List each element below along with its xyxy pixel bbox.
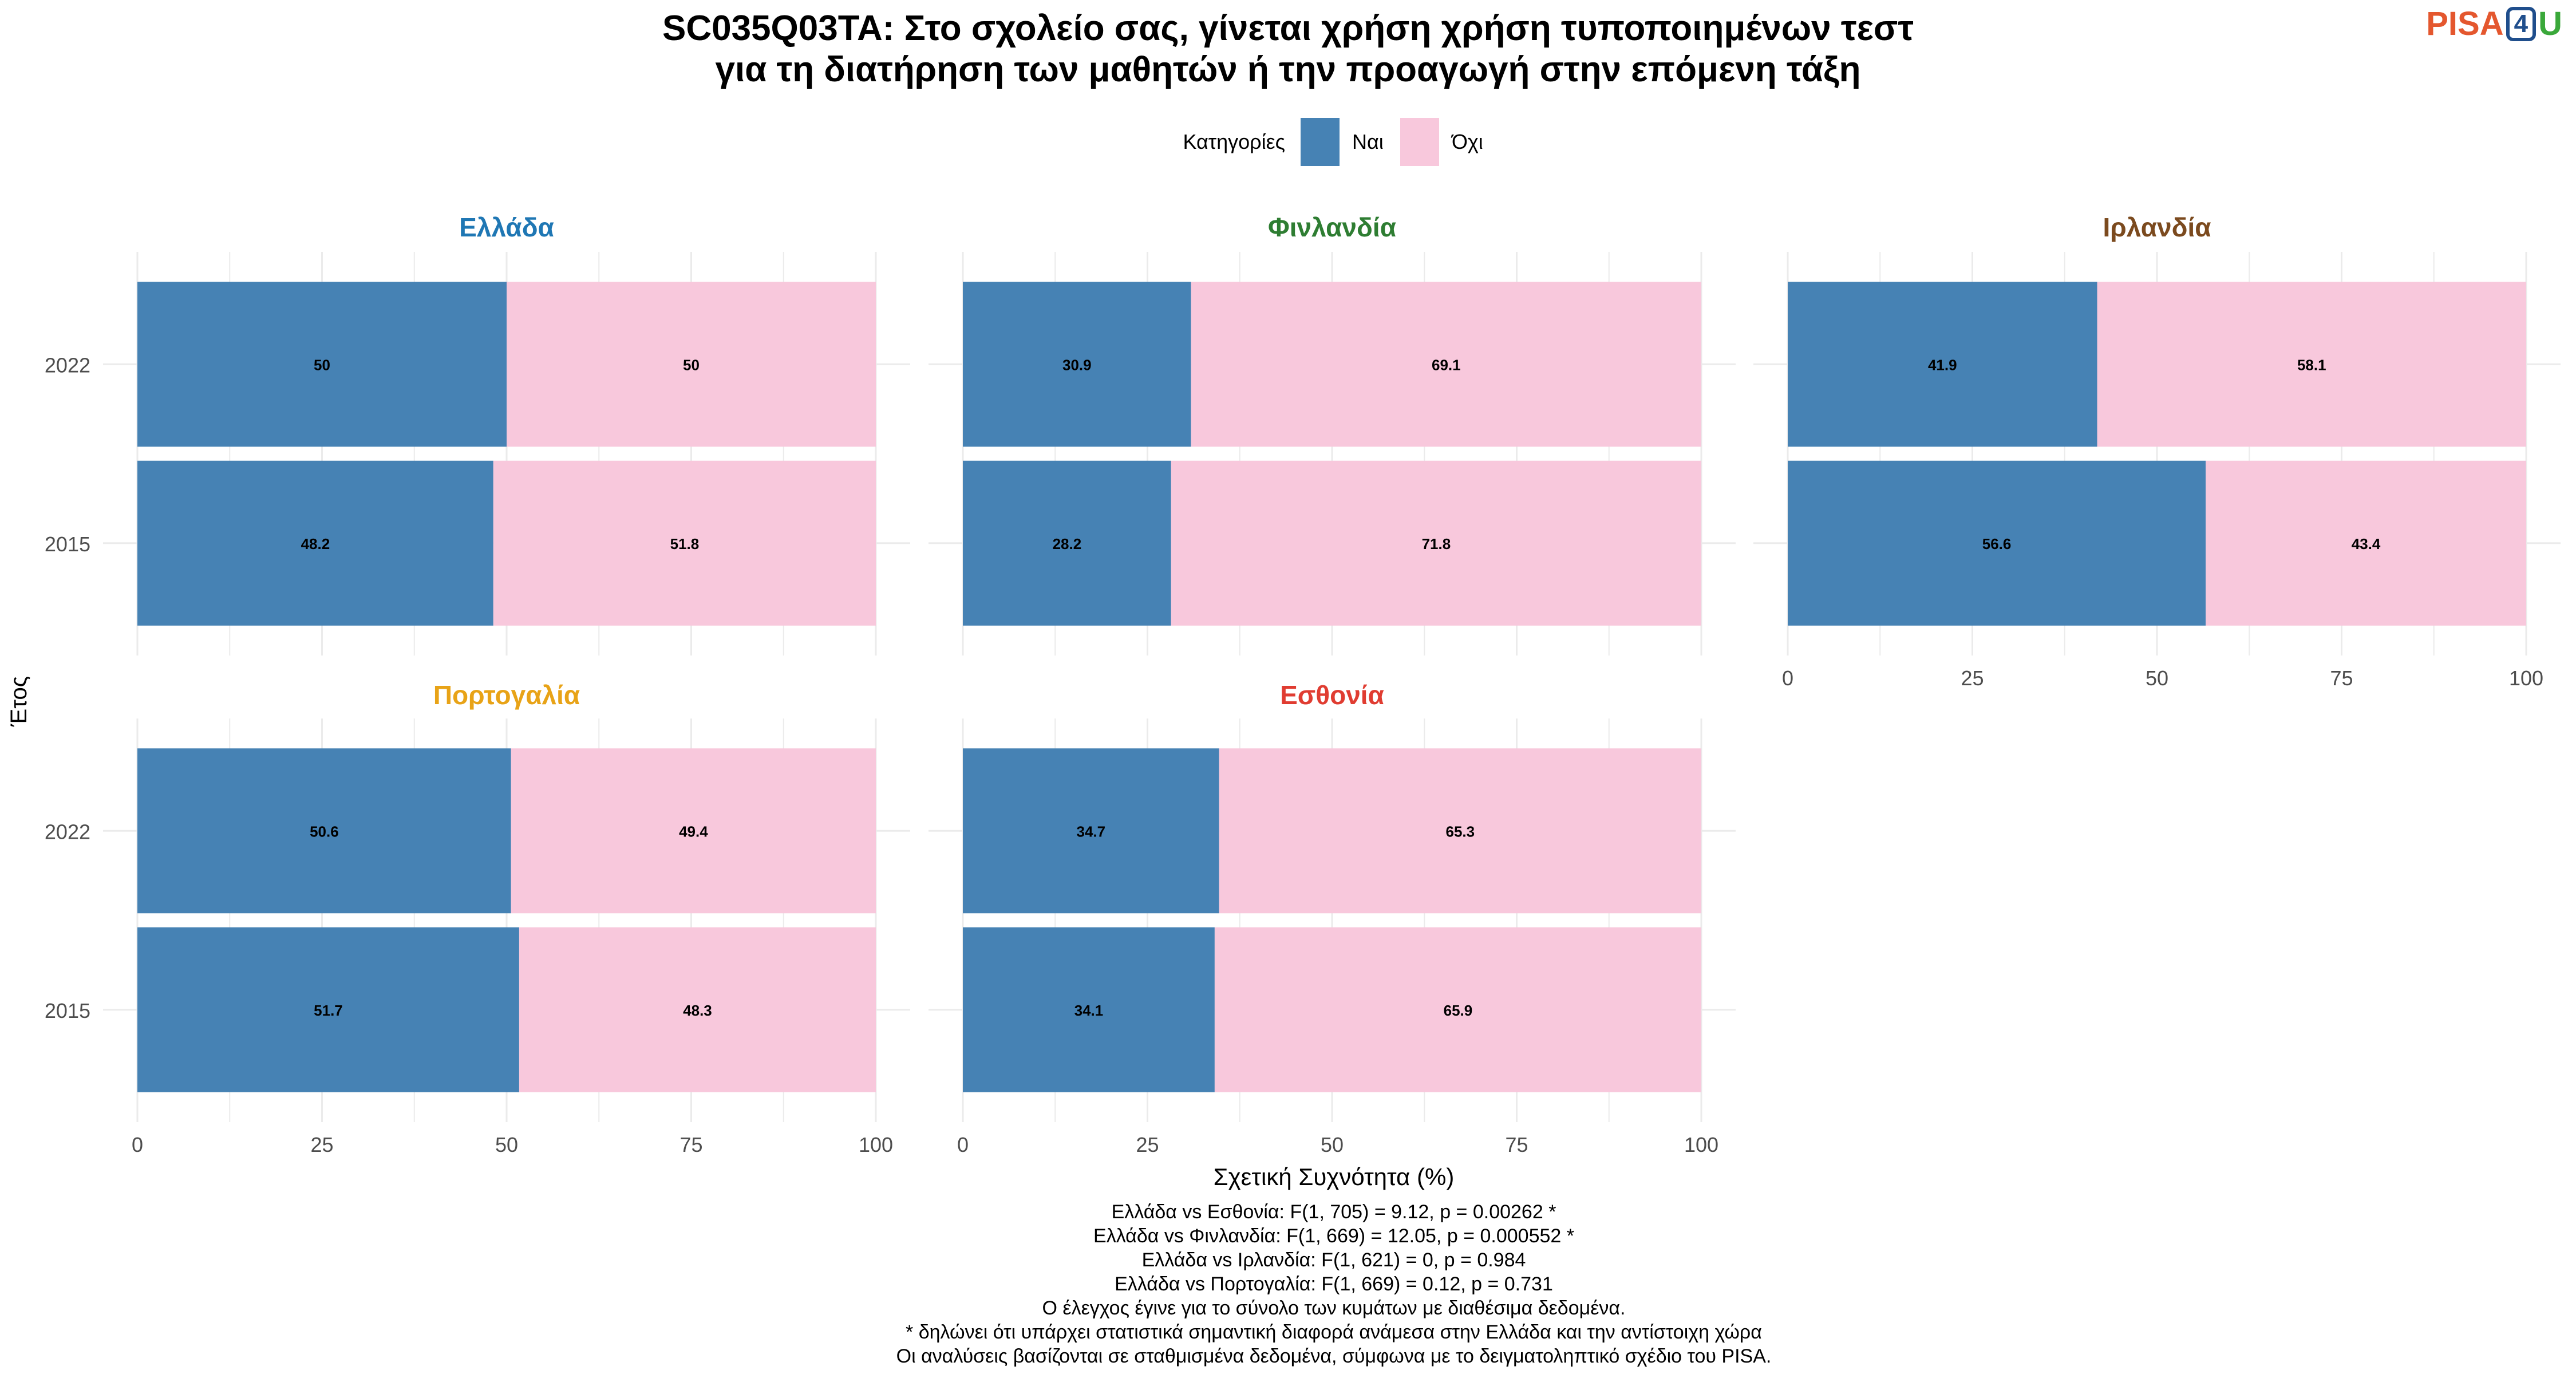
x-tick-label: 50	[2146, 666, 2168, 690]
panel-1: 50 50 2022 48.2 51.8 2015 Ελλάδα	[45, 212, 910, 656]
bar-Ιρλανδία-2015-Όχι	[2206, 460, 2526, 626]
bar-Φινλανδία-2015-Όχι	[1171, 460, 1701, 626]
legend-swatch-nai	[1301, 118, 1340, 166]
legend-swatch-ochi	[1400, 118, 1439, 166]
data-label: 48.2	[301, 535, 330, 552]
bar-Εσθονία-2015-Όχι	[1214, 927, 1701, 1092]
data-label: 34.7	[1077, 823, 1106, 840]
data-label: 71.8	[1422, 535, 1451, 552]
data-label: 48.3	[683, 1002, 712, 1019]
bar-Φινλανδία-2015-Ναι	[963, 460, 1171, 626]
x-tick-label: 25	[1961, 666, 1984, 690]
y-tick-label: 2015	[45, 532, 90, 556]
x-tick-label: 50	[1321, 1133, 1344, 1156]
bar-Πορτογαλία-2022-Ναι	[137, 748, 511, 914]
logo-part-four: 4	[2506, 6, 2537, 41]
bar-Εσθονία-2022-Ναι	[963, 748, 1219, 914]
y-tick-label: 2015	[45, 999, 90, 1022]
footnote-line: Ελλάδα vs Εσθονία: F(1, 705) = 9.12, p =…	[1112, 1201, 1556, 1223]
bar-Ελλάδα-2022-Ναι	[137, 282, 507, 447]
x-tick-label: 100	[859, 1133, 893, 1156]
data-label: 50.6	[310, 823, 339, 840]
bar-Εσθονία-2022-Όχι	[1219, 748, 1701, 914]
data-label: 30.9	[1062, 356, 1092, 373]
data-label: 65.3	[1446, 823, 1475, 840]
x-tick-label: 25	[1136, 1133, 1159, 1156]
bar-Ιρλανδία-2022-Όχι	[2097, 282, 2526, 447]
logo-part-pisa: PISA	[2426, 5, 2504, 42]
footnotes: Ελλάδα vs Εσθονία: F(1, 705) = 9.12, p =…	[896, 1201, 1772, 1367]
bar-Ελλάδα-2015-Όχι	[493, 460, 876, 626]
bar-Πορτογαλία-2015-Ναι	[137, 927, 519, 1092]
panel-title: Εσθονία	[1280, 680, 1384, 710]
data-label: 41.9	[1928, 356, 1957, 373]
x-axis-title: Σχετική Συχνότητα (%)	[1214, 1163, 1455, 1190]
chart-title-line-1: SC035Q03TA: Στο σχολείο σας, γίνεται χρή…	[662, 9, 1914, 48]
panel-title: Ελλάδα	[459, 212, 554, 242]
footnote-line: Ελλάδα vs Φινλανδία: F(1, 669) = 12.05, …	[1093, 1225, 1574, 1247]
data-label: 43.4	[2352, 535, 2381, 552]
x-tick-label: 100	[1684, 1133, 1718, 1156]
x-tick-label: 100	[2509, 666, 2543, 690]
y-axis-title: Έτος	[6, 676, 31, 727]
panel-3: 41.9 58.1 56.6 43.4 Ιρλανδία 0 25 50 75 100	[1753, 212, 2561, 690]
x-tick-label: 50	[495, 1133, 518, 1156]
legend-label-ochi: Όχι	[1451, 130, 1483, 153]
data-label: 56.6	[1982, 535, 2012, 552]
data-label: 49.4	[679, 823, 708, 840]
data-label: 50	[314, 356, 330, 373]
panel-4: 50.6 49.4 2022 51.7 48.3 2015 Πορτογαλία 0 25 50 7…	[45, 680, 910, 1156]
panel-title: Πορτογαλία	[433, 680, 580, 710]
bar-Εσθονία-2015-Ναι	[963, 927, 1215, 1092]
data-label: 58.1	[2297, 356, 2326, 373]
bar-Πορτογαλία-2015-Όχι	[519, 927, 876, 1092]
bar-Φινλανδία-2022-Όχι	[1191, 282, 1701, 447]
legend-title: Κατηγορίες	[1183, 130, 1285, 153]
footnote-line: Οι αναλύσεις βασίζονται σε σταθμισμένα δ…	[896, 1345, 1772, 1367]
bar-Φινλανδία-2022-Ναι	[963, 282, 1191, 447]
legend-label-nai: Ναι	[1352, 130, 1384, 153]
logo-part-u: U	[2538, 5, 2562, 42]
x-tick-label: 0	[1782, 666, 1793, 690]
data-label: 34.1	[1074, 1002, 1104, 1019]
bar-Πορτογαλία-2022-Όχι	[511, 748, 876, 914]
legend: Κατηγορίες Ναι Όχι	[1183, 118, 1483, 166]
pisa4u-logo: PISA 4 U	[2426, 5, 2562, 43]
data-label: 69.1	[1432, 356, 1461, 373]
panel-title: Ιρλανδία	[2103, 212, 2211, 242]
bar-Ελλάδα-2015-Ναι	[137, 460, 493, 626]
y-tick-label: 2022	[45, 820, 90, 843]
x-tick-label: 0	[957, 1133, 969, 1156]
panel-5: 34.7 65.3 34.1 65.9 Εσθονία 0 25 50 75 100	[929, 680, 1736, 1156]
x-tick-label: 25	[310, 1133, 333, 1156]
y-tick-label: 2022	[45, 353, 90, 377]
footnote-line: * δηλώνει ότι υπάρχει στατιστικά σημαντι…	[906, 1321, 1762, 1343]
data-label: 51.7	[314, 1002, 343, 1019]
panel-2: 30.9 69.1 28.2 71.8 Φινλανδία	[929, 212, 1736, 656]
chart-title: SC035Q03TA: Στο σχολείο σας, γίνεται χρή…	[662, 9, 1914, 89]
chart-title-line-2: για τη διατήρηση των μαθητών ή την προαγ…	[715, 50, 1860, 89]
x-tick-label: 75	[2330, 666, 2353, 690]
bar-Ελλάδα-2022-Όχι	[507, 282, 876, 447]
footnote-line: Ελλάδα vs Ιρλανδία: F(1, 621) = 0, p = 0…	[1142, 1249, 1526, 1271]
data-label: 51.8	[670, 535, 700, 552]
bar-Ιρλανδία-2022-Ναι	[1788, 282, 2097, 447]
footnote-line: Ο έλεγχος έγινε για το σύνολο των κυμάτω…	[1042, 1297, 1626, 1319]
data-label: 50	[683, 356, 700, 373]
data-label: 28.2	[1053, 535, 1082, 552]
x-tick-label: 75	[679, 1133, 702, 1156]
x-tick-label: 75	[1505, 1133, 1528, 1156]
bar-Ιρλανδία-2015-Ναι	[1788, 460, 2206, 626]
footnote-line: Ελλάδα vs Πορτογαλία: F(1, 669) = 0.12, …	[1115, 1273, 1553, 1295]
panel-title: Φινλανδία	[1268, 212, 1396, 242]
x-tick-label: 0	[132, 1133, 143, 1156]
data-label: 65.9	[1444, 1002, 1473, 1019]
